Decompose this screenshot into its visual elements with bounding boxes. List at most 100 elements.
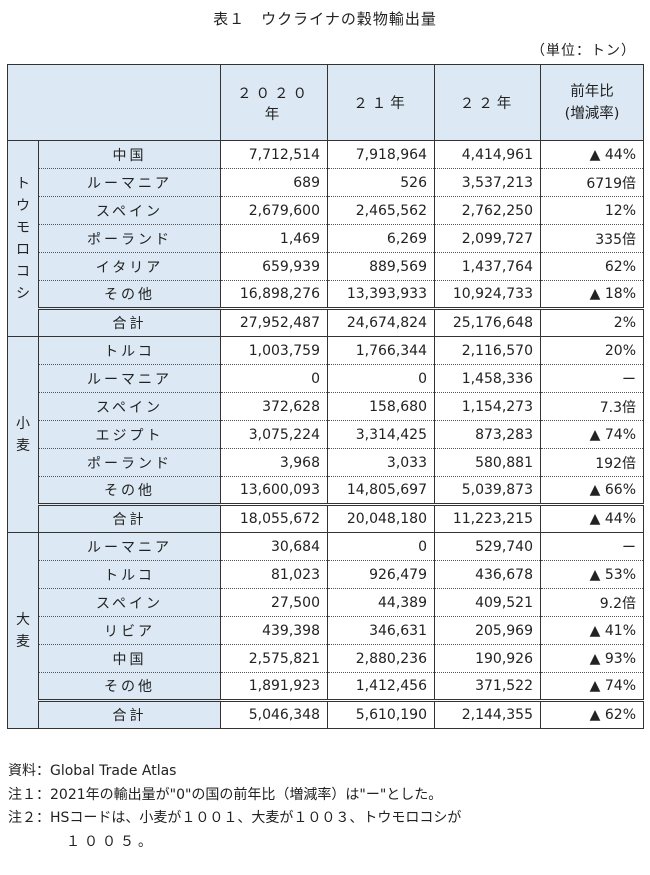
ratio-value: ▲ 44% — [540, 504, 644, 533]
table-row: ト ウ モ ロ コ シ中国 7,712,514 7,918,964 4,414,961… — [7, 140, 644, 337]
value-21: 6,269 — [327, 224, 435, 253]
country-name: ポーランド — [38, 224, 221, 253]
ratio-value: 192倍 — [540, 448, 644, 477]
source-note: 資料：Global Trade Atlas — [8, 763, 177, 779]
table-row: 合計 27,952,487 24,674,824 25,176,648 2% — [8, 308, 644, 337]
country-name: その他 — [38, 280, 221, 310]
value-22: 409,521 — [434, 588, 541, 617]
value-21: 3,314,425 — [327, 420, 435, 449]
group-label: 小 麦 — [7, 336, 39, 533]
value-21: 1,766,344 — [327, 336, 435, 365]
value-2020: 3,968 — [220, 448, 328, 477]
header-21: ２１年 — [327, 64, 435, 141]
note-2-continued: １００５。 — [66, 833, 156, 850]
value-22: 205,969 — [434, 616, 541, 645]
country-name: その他 — [38, 672, 221, 702]
value-21: 3,033 — [327, 448, 435, 477]
country-name: スペイン — [38, 196, 221, 225]
value-22: 1,437,764 — [434, 252, 541, 281]
table-row: スペイン 372,628 158,680 1,154,273 7.3倍 — [8, 392, 644, 421]
table-row: スペイン 27,500 44,389 409,521 9.2倍 — [8, 588, 644, 617]
value-2020: 689 — [220, 168, 328, 197]
country-name: 合計 — [38, 504, 221, 533]
value-2020: 439,398 — [220, 616, 328, 645]
value-2020: 18,055,672 — [220, 504, 328, 533]
ratio-value: ー — [540, 532, 644, 561]
value-21: 20,048,180 — [327, 504, 435, 533]
value-21: 2,880,236 — [327, 644, 435, 673]
value-2020: 16,898,276 — [220, 280, 328, 310]
value-21: 14,805,697 — [327, 476, 435, 506]
value-2020: 2,575,821 — [220, 644, 328, 673]
ratio-value: ▲ 93% — [540, 644, 644, 673]
country-name: イタリア — [38, 252, 221, 281]
table-row: 小 麦トルコ 1,003,759 1,766,344 2,116,570 20% — [7, 336, 644, 533]
value-22: 190,926 — [434, 644, 541, 673]
value-2020: 30,684 — [220, 532, 328, 561]
ratio-value: 2% — [540, 308, 644, 337]
country-name: トルコ — [38, 560, 221, 589]
value-22: 10,924,733 — [434, 280, 541, 310]
country-name: ルーマニア — [38, 168, 221, 197]
value-21: 0 — [327, 364, 435, 393]
country-name: 合計 — [38, 308, 221, 337]
ratio-value: 6719倍 — [540, 168, 644, 197]
group-label: ト ウ モ ロ コ シ — [7, 140, 39, 337]
value-2020: 372,628 — [220, 392, 328, 421]
country-name: リビア — [38, 616, 221, 645]
value-21: 889,569 — [327, 252, 435, 281]
value-22: 4,414,961 — [434, 140, 541, 169]
ratio-value: 7.3倍 — [540, 392, 644, 421]
table-row: スペイン 2,679,600 2,465,562 2,762,250 12% — [8, 196, 644, 225]
value-21: 44,389 — [327, 588, 435, 617]
table-row: ポーランド 3,968 3,033 580,881 192倍 — [8, 448, 644, 477]
value-2020: 1,003,759 — [220, 336, 328, 365]
country-name: その他 — [38, 476, 221, 506]
ratio-value: 9.2倍 — [540, 588, 644, 617]
value-2020: 27,500 — [220, 588, 328, 617]
value-22: 2,144,355 — [434, 700, 541, 729]
value-22: 371,522 — [434, 672, 541, 702]
header-22: ２２年 — [434, 64, 541, 141]
country-name: トルコ — [38, 336, 221, 365]
value-22: 1,458,336 — [434, 364, 541, 393]
value-21: 526 — [327, 168, 435, 197]
value-2020: 0 — [220, 364, 328, 393]
value-22: 580,881 — [434, 448, 541, 477]
table-row: その他 16,898,276 13,393,933 10,924,733 ▲ 18% — [8, 280, 644, 310]
header-ratio: 前年比 (増減率) — [540, 64, 644, 141]
value-22: 529,740 — [434, 532, 541, 561]
value-21: 7,918,964 — [327, 140, 435, 169]
ratio-value: 62% — [540, 252, 644, 281]
table-row: ルーマニア 0 0 1,458,336 ー — [8, 364, 644, 393]
ratio-value: 12% — [540, 196, 644, 225]
country-name: ポーランド — [38, 448, 221, 477]
value-22: 25,176,648 — [434, 308, 541, 337]
value-2020: 13,600,093 — [220, 476, 328, 506]
value-2020: 659,939 — [220, 252, 328, 281]
ratio-value: ▲ 66% — [540, 476, 644, 506]
value-21: 1,412,456 — [327, 672, 435, 702]
value-22: 2,762,250 — [434, 196, 541, 225]
group-label: 大 麦 — [7, 532, 39, 729]
header-ratio-line1: 前年比 — [570, 83, 614, 100]
value-21: 2,465,562 — [327, 196, 435, 225]
header-2020: ２０２０年 — [220, 64, 328, 141]
country-name: スペイン — [38, 392, 221, 421]
ratio-value: ー — [540, 364, 644, 393]
value-2020: 7,712,514 — [220, 140, 328, 169]
table-row: 中国 2,575,821 2,880,236 190,926 ▲ 93% — [8, 644, 644, 673]
ratio-value: ▲ 62% — [540, 700, 644, 729]
country-name: 中国 — [38, 644, 221, 673]
value-22: 1,154,273 — [434, 392, 541, 421]
header-ratio-line2: (増減率) — [564, 105, 620, 122]
country-name: エジプト — [38, 420, 221, 449]
table-row: ルーマニア 689 526 3,537,213 6719倍 — [8, 168, 644, 197]
table-row: 合計 18,055,672 20,048,180 11,223,215 ▲ 44% — [8, 504, 644, 533]
ratio-value: ▲ 53% — [540, 560, 644, 589]
value-22: 3,537,213 — [434, 168, 541, 197]
ratio-value: ▲ 74% — [540, 420, 644, 449]
country-name: 中国 — [38, 140, 221, 169]
value-2020: 27,952,487 — [220, 308, 328, 337]
value-21: 24,674,824 — [327, 308, 435, 337]
